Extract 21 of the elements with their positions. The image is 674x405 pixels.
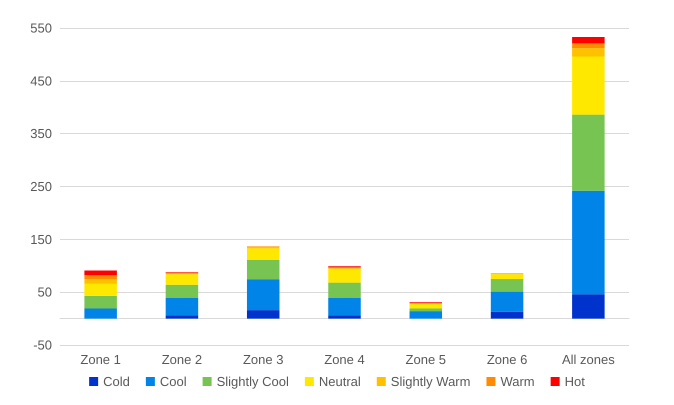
y-tick-label: 50 [38, 284, 52, 300]
y-tick-label: 450 [30, 73, 52, 88]
legend-label: Warm [500, 374, 535, 389]
y-tick-label: 150 [30, 232, 52, 247]
x-tick-label: Zone 3 [242, 352, 284, 367]
y-tick-label: 550 [30, 20, 52, 36]
x-tick-label: Zone 5 [406, 352, 446, 367]
y-tick-label: 350 [30, 126, 52, 142]
legend-label: Cool [160, 374, 187, 389]
legend-label: Neutral [318, 374, 361, 389]
legend-label: Slightly Cool [216, 374, 289, 389]
y-tick-label: -50 [33, 338, 52, 352]
x-tick-label: Zone 2 [162, 352, 202, 367]
x-tick-label: All zones [562, 352, 616, 367]
legend-label: Hot [564, 374, 586, 389]
x-tick-label: Zone 6 [486, 352, 528, 367]
legend-label: Cold [103, 374, 130, 389]
x-tick-label: Zone 4 [324, 352, 365, 367]
legend-label: Slightly Warm [390, 374, 470, 389]
x-tick-label: Zone 1 [80, 352, 121, 367]
y-tick-label: 250 [30, 179, 52, 194]
